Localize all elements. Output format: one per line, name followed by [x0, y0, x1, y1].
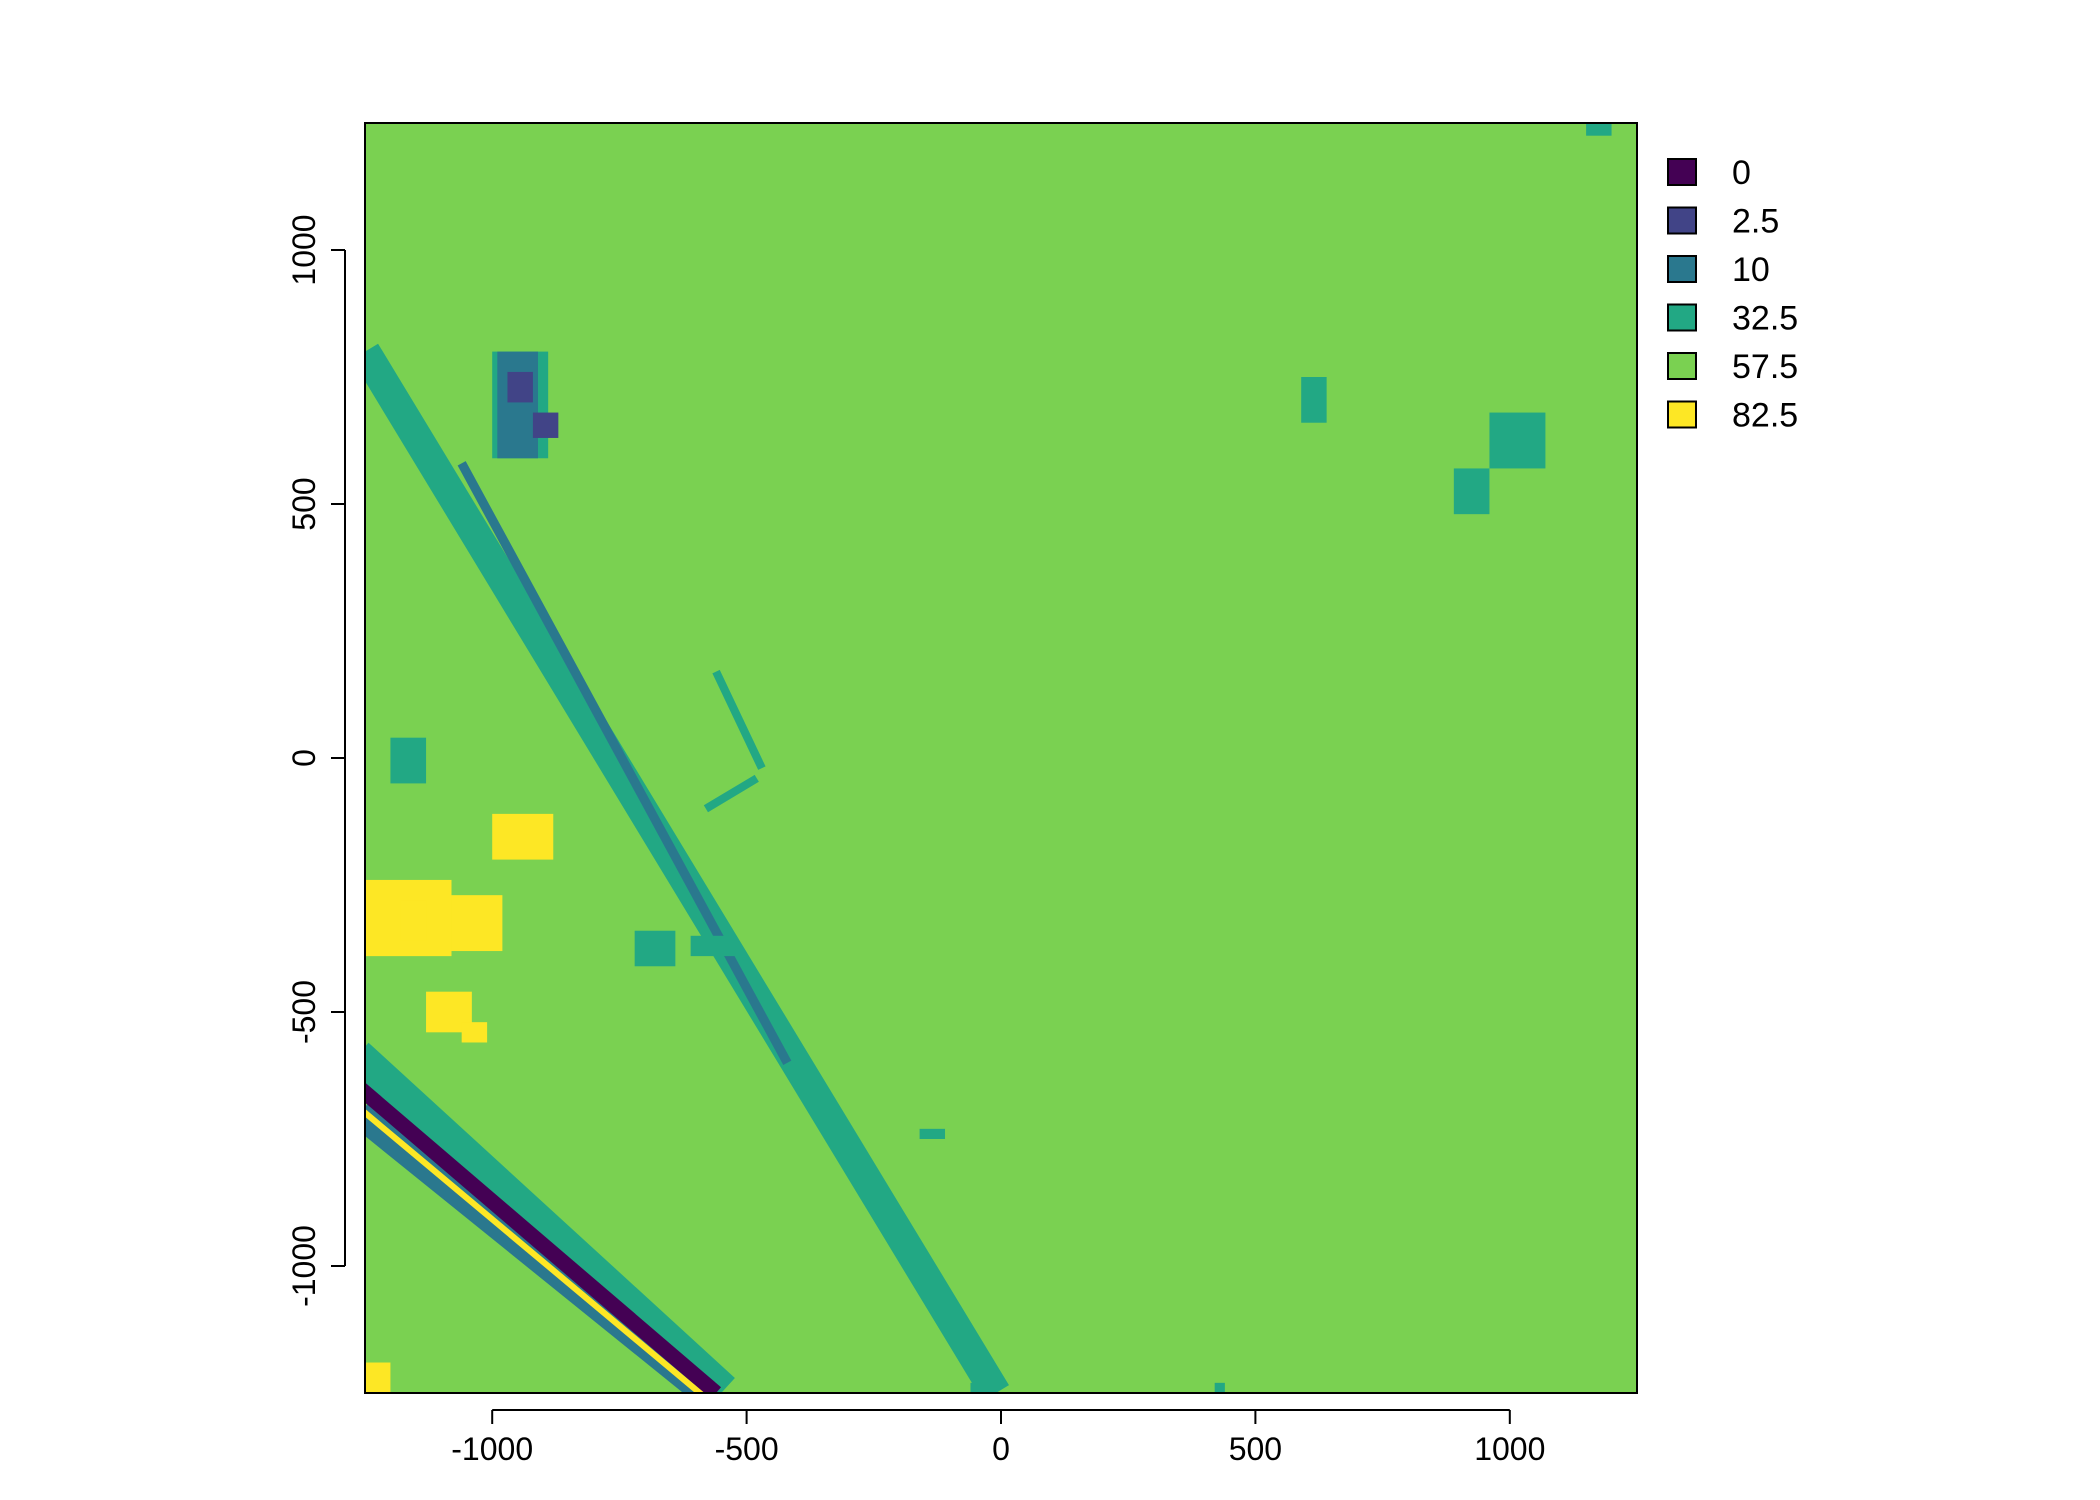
raster-region-3	[1453, 468, 1490, 515]
raster-region-4	[390, 737, 427, 784]
y-tick-label: -1000	[286, 1225, 322, 1307]
raster-region-9	[507, 371, 533, 403]
raster-region-11	[970, 1382, 996, 1393]
legend-label: 32.5	[1732, 300, 1798, 338]
legend-swatch	[1667, 352, 1697, 380]
plot-frame	[364, 122, 1638, 1394]
x-axis: -1000 -500 0 500 1000	[451, 1409, 1545, 1467]
raster-band-1	[457, 461, 792, 1065]
raster-region-6	[690, 935, 737, 957]
legend-swatch	[1667, 158, 1697, 186]
x-tick-label: 500	[1229, 1431, 1282, 1467]
x-tick-label: 0	[992, 1431, 1010, 1467]
y-tick-label: -500	[286, 980, 322, 1044]
raster-region-13	[919, 1128, 946, 1139]
legend-swatch	[1667, 255, 1697, 283]
y-axis: -1000 -500 0 500 1000	[286, 214, 346, 1307]
raster-band-5	[365, 1108, 705, 1393]
raster-region-16	[492, 813, 554, 860]
raster-region-12	[1214, 1382, 1225, 1393]
raster-region-5	[634, 930, 676, 967]
raster-region-15	[451, 895, 503, 952]
raster-band-7	[712, 669, 766, 770]
y-tick-label: 500	[286, 477, 322, 530]
x-tick-label: -500	[715, 1431, 779, 1467]
x-tick-label: 1000	[1474, 1431, 1545, 1467]
raster-band-4	[365, 1082, 722, 1393]
y-tick-label: 0	[286, 749, 322, 767]
legend: 0 2.5 10 32.5 57.5 82.5	[1667, 154, 1798, 435]
legend-label: 82.5	[1732, 397, 1798, 435]
raster-region-2	[1489, 412, 1546, 469]
raster-region-17	[400, 900, 427, 941]
y-tick-label: 1000	[286, 214, 322, 285]
plot-area	[365, 123, 1637, 1393]
raster-region-10	[532, 412, 559, 438]
raster-region-8	[497, 351, 538, 459]
legend-swatch	[1667, 206, 1697, 235]
legend-label: 10	[1732, 251, 1770, 289]
legend-swatch	[1667, 303, 1697, 332]
x-tick-label: -1000	[451, 1431, 533, 1467]
legend-label: 2.5	[1732, 203, 1779, 241]
legend-swatch	[1667, 400, 1697, 429]
raster-region-0	[1586, 123, 1612, 136]
raster-region-20	[365, 1362, 391, 1393]
raster-background	[365, 123, 1637, 1393]
legend-label: 0	[1732, 154, 1751, 192]
legend-label: 57.5	[1732, 348, 1798, 386]
raster-region-1	[1301, 377, 1327, 423]
raster-region-19	[461, 1022, 488, 1043]
raster-band-6	[703, 774, 759, 813]
